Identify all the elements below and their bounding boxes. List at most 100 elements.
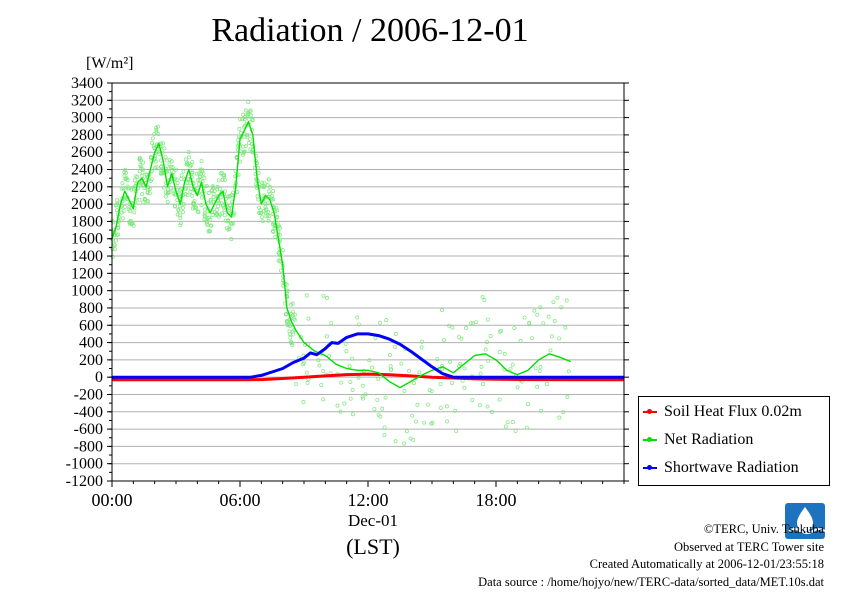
net-radiation-sample-point: [149, 155, 153, 160]
net-radiation-sample-point: [221, 173, 226, 178]
net-radiation-sample-point: [469, 321, 474, 326]
net-radiation-sample-point: [237, 126, 242, 131]
net-radiation-sample-point: [417, 370, 422, 375]
net-radiation-sample-point: [140, 192, 145, 197]
net-radiation-sample-point: [275, 214, 280, 219]
net-radiation-sample-point: [246, 100, 251, 104]
net-radiation-sample-point: [361, 396, 365, 401]
net-radiation-sample-point: [347, 364, 352, 369]
net-radiation-sample-point: [259, 215, 264, 220]
net-radiation-sample-point: [378, 320, 382, 325]
net-radiation-sample-point: [411, 437, 416, 442]
series-line-1: [111, 121, 571, 389]
net-radiation-sample-point: [535, 384, 540, 389]
net-radiation-sample-point: [178, 213, 182, 218]
y-tick-label: 0: [95, 369, 103, 386]
net-radiation-sample-point: [285, 288, 290, 293]
net-radiation-sample-point: [202, 213, 207, 218]
net-radiation-sample-point: [356, 375, 361, 380]
net-radiation-sample-point: [149, 177, 154, 182]
x-tick-label: 00:00: [91, 490, 132, 510]
net-radiation-sample-point: [199, 203, 204, 207]
y-axis-label: [W/m²]: [86, 55, 134, 72]
net-radiation-sample-point: [162, 146, 167, 151]
net-radiation-sample-point: [263, 205, 268, 209]
legend: Soil Heat Flux 0.02m Net Radiation Short…: [638, 396, 830, 486]
y-tick-label: 800: [79, 300, 103, 317]
net-radiation-sample-point: [375, 397, 380, 402]
net-radiation-sample-point: [343, 341, 348, 346]
net-radiation-sample-point: [167, 169, 171, 174]
net-radiation-sample-point: [532, 308, 537, 313]
net-radiation-sample-point: [179, 173, 184, 178]
x-tick-label: 18:00: [475, 490, 516, 510]
net-radiation-sample-point: [196, 178, 201, 182]
net-radiation-sample-point: [186, 150, 191, 155]
net-radiation-sample-point: [489, 410, 494, 414]
net-radiation-sample-point: [459, 336, 464, 341]
net-radiation-sample-point: [537, 368, 542, 373]
net-radiation-sample-point: [301, 400, 306, 404]
net-radiation-sample-point: [533, 366, 538, 371]
net-radiation-sample-point: [399, 361, 404, 366]
net-radiation-sample-point: [541, 321, 546, 326]
y-tick-label: -200: [74, 386, 103, 403]
net-radiation-sample-point: [266, 218, 271, 223]
net-radiation-sample-point: [141, 200, 146, 205]
net-radiation-sample-point: [482, 298, 487, 303]
y-tick-label: 3400: [71, 75, 103, 92]
net-radiation-sample-point: [263, 201, 268, 206]
net-radiation-sample-point: [217, 186, 222, 191]
net-radiation-sample-point: [116, 232, 121, 237]
net-radiation-sample-point: [242, 116, 247, 121]
net-radiation-sample-point: [430, 420, 435, 425]
net-radiation-samples: [110, 100, 571, 446]
net-radiation-sample-point: [356, 322, 361, 327]
net-radiation-sample-point: [287, 329, 292, 334]
net-radiation-sample-point: [265, 183, 270, 188]
net-radiation-sample-point: [177, 204, 182, 209]
net-radiation-sample-point: [508, 366, 513, 371]
net-radiation-sample-point: [524, 425, 529, 430]
net-radiation-sample-point: [288, 335, 293, 340]
net-radiation-sample-point: [392, 344, 397, 349]
net-radiation-sample-point: [348, 396, 353, 401]
net-radiation-sample-point: [503, 424, 508, 429]
net-radiation-sample-point: [329, 321, 334, 326]
net-radiation-sample-point: [119, 186, 124, 191]
net-radiation-sample-point: [564, 298, 569, 303]
net-radiation-sample-point: [150, 136, 155, 141]
net-radiation-sample-point: [202, 176, 207, 180]
net-radiation-sample-point: [290, 301, 295, 306]
net-radiation-sample-point: [200, 179, 205, 184]
net-radiation-sample-point: [193, 206, 198, 211]
net-radiation-sample-point: [546, 314, 551, 319]
net-radiation-sample-point: [250, 117, 255, 122]
net-radiation-sample-point: [497, 397, 502, 402]
net-radiation-sample-point: [128, 218, 133, 223]
net-radiation-sample-point: [265, 213, 270, 218]
y-tick-label: 3000: [71, 110, 103, 127]
net-radiation-sample-point: [529, 336, 534, 341]
net-radiation-sample-point: [350, 356, 355, 361]
net-radiation-sample-point: [114, 208, 119, 213]
net-radiation-sample-point: [189, 163, 194, 167]
net-radiation-sample-point: [447, 323, 452, 328]
net-radiation-sample-point: [154, 130, 159, 134]
x-tick-label: 06:00: [219, 490, 260, 510]
net-radiation-sample-point: [280, 248, 285, 253]
net-radiation-sample-point: [479, 364, 484, 369]
net-radiation-sample-point: [147, 191, 152, 196]
net-radiation-sample-point: [188, 189, 193, 194]
net-radiation-sample-point: [497, 329, 502, 334]
net-radiation-sample-point: [327, 353, 332, 358]
net-radiation-sample-point: [271, 189, 276, 193]
net-radiation-sample-point: [216, 178, 221, 183]
net-radiation-sample-point: [360, 383, 365, 388]
net-radiation-sample-point: [539, 408, 543, 413]
net-radiation-sample-point: [153, 159, 158, 164]
net-radiation-sample-point: [223, 177, 227, 182]
net-radiation-sample-point: [545, 382, 549, 386]
y-tick-label: 2800: [71, 127, 103, 144]
x-tick-label: 12:00: [347, 490, 388, 510]
